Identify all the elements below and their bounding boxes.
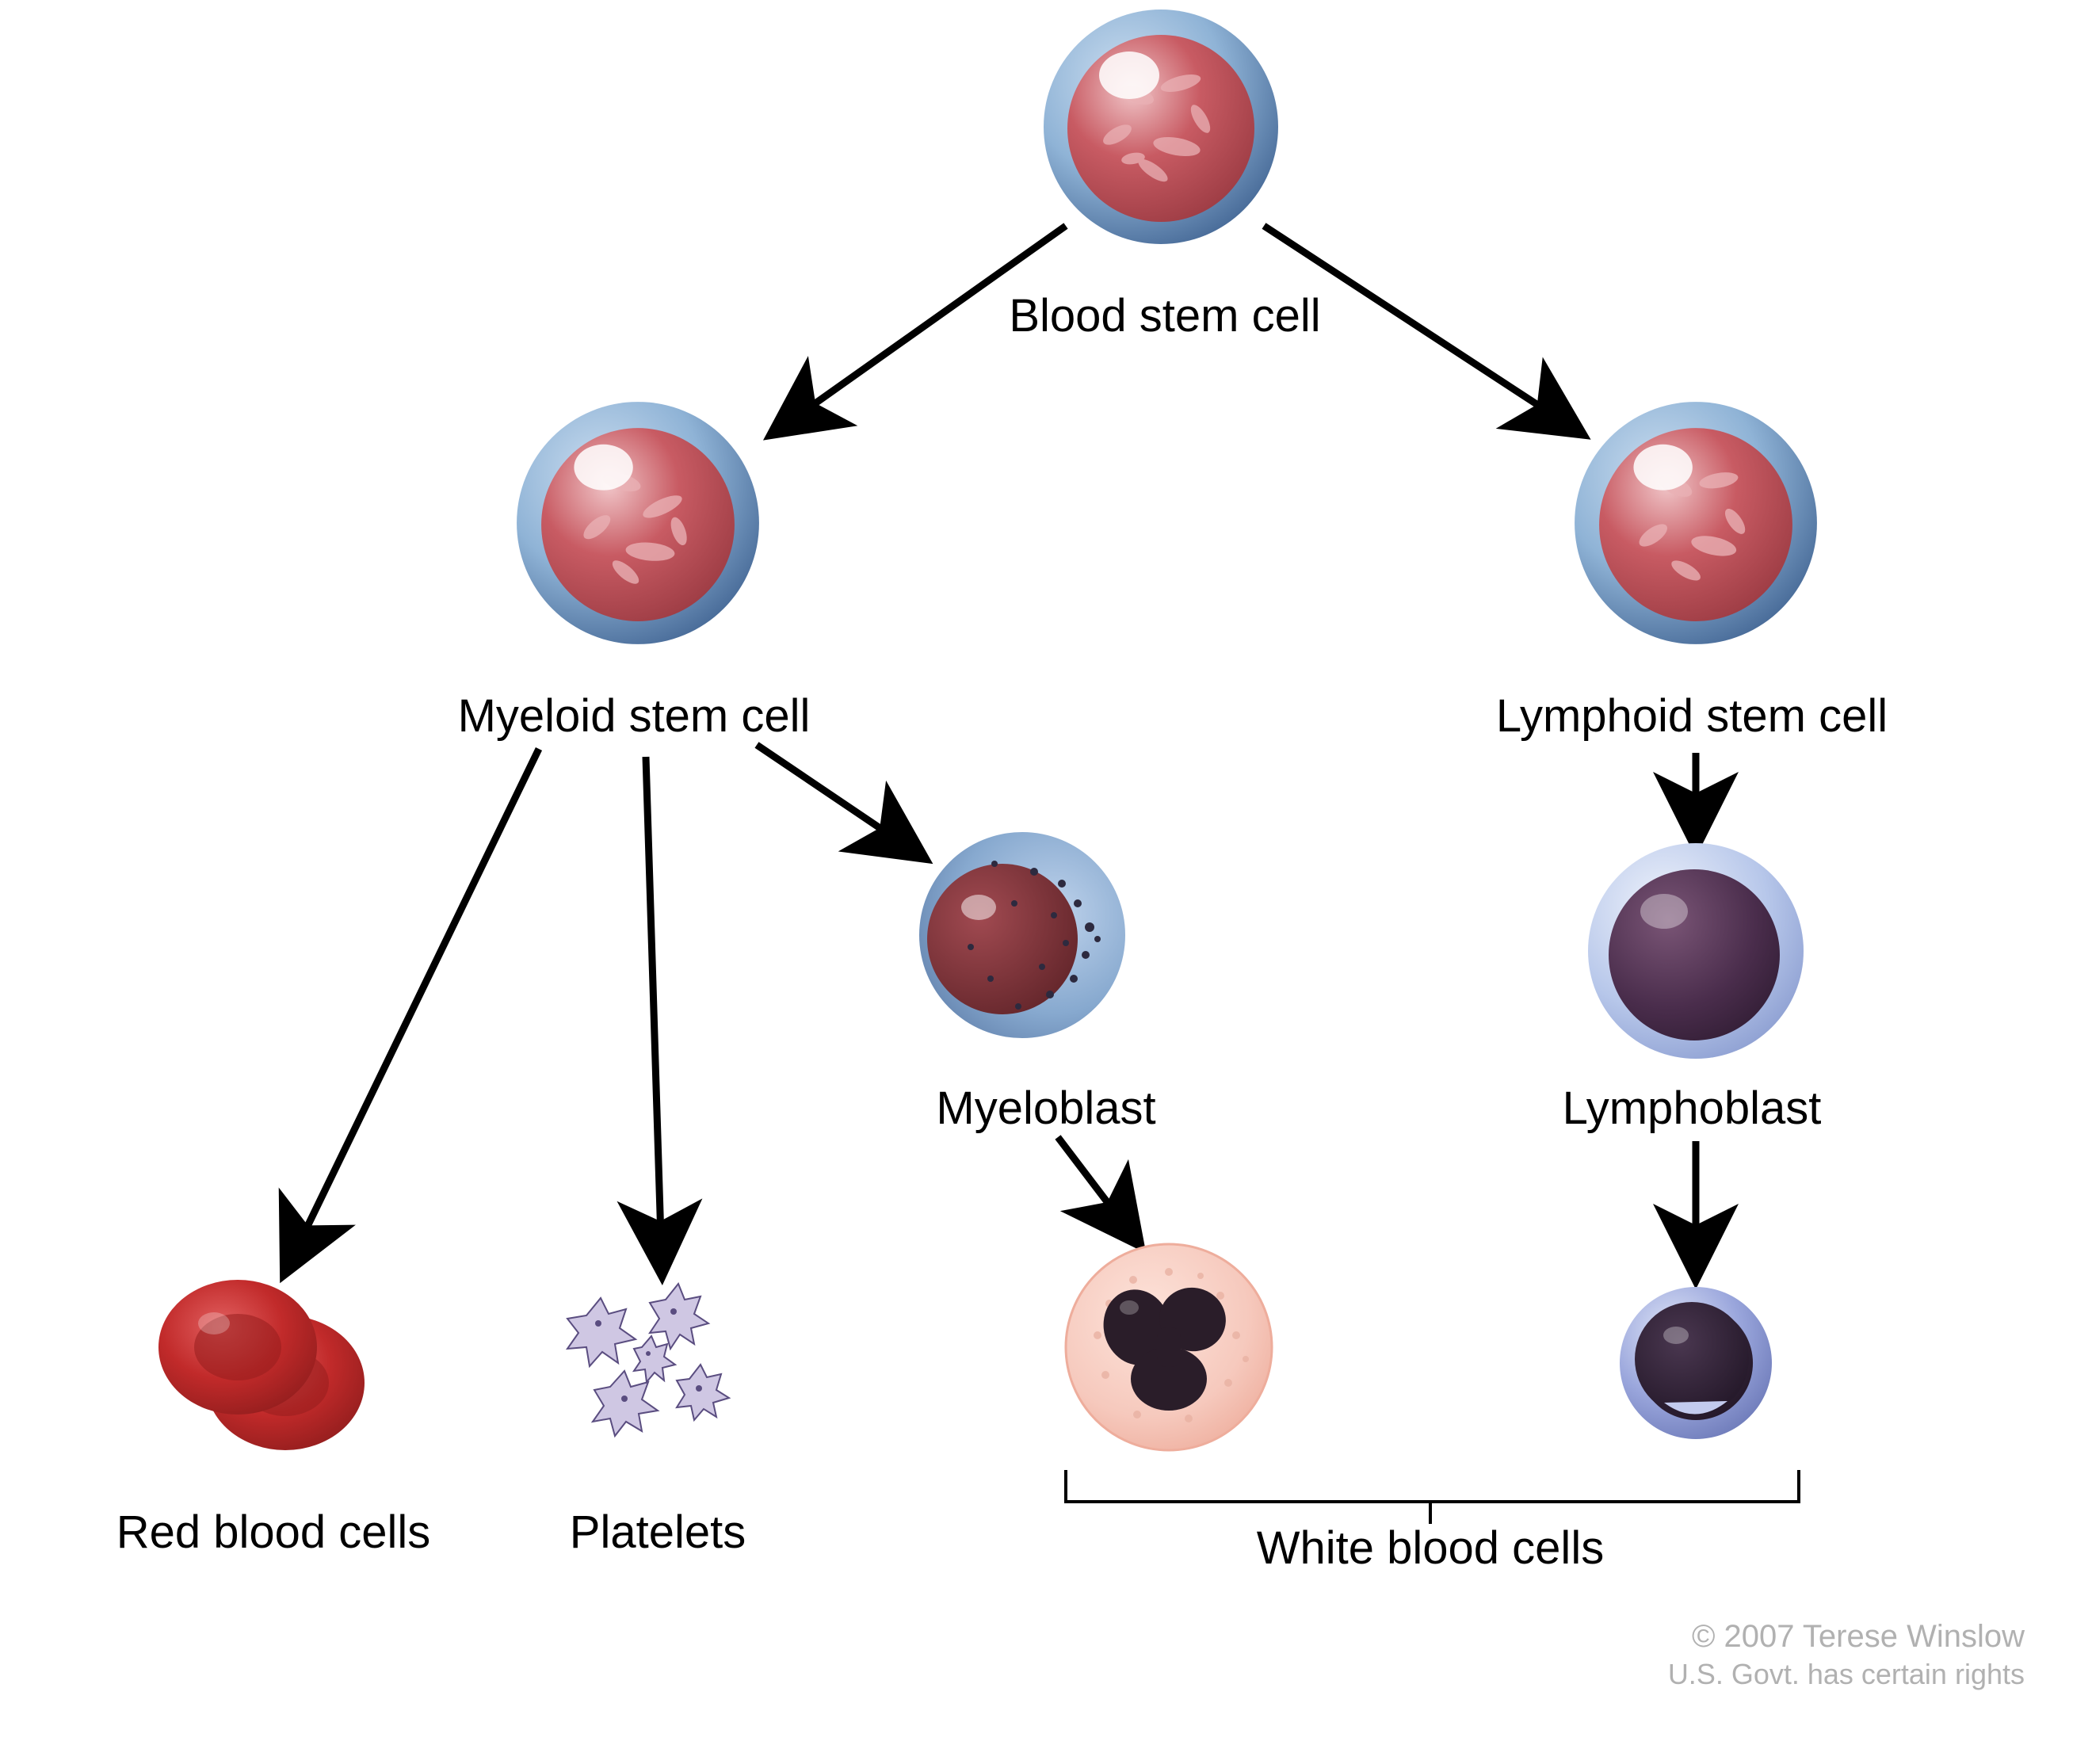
lymphoblast-cell (1585, 840, 1807, 1062)
myeloblast-label: Myeloblast (911, 1082, 1181, 1135)
red-blood-cells (155, 1268, 376, 1458)
platelets-label: Platelets (555, 1506, 761, 1559)
myeloid-stem-cell-label: Myeloid stem cell (428, 689, 840, 743)
arrow (289, 749, 539, 1264)
lymphoblast-label: Lymphoblast (1553, 1082, 1831, 1135)
lymphocyte-cell (1617, 1284, 1775, 1442)
diagram-stage: Blood stem cell Myeloid stem cell (0, 0, 2092, 1764)
platelets (555, 1268, 761, 1458)
arrow (1058, 1137, 1133, 1236)
arrow (757, 745, 915, 852)
myeloblast-cell (915, 828, 1129, 1042)
lymphoid-stem-cell-label: Lymphoid stem cell (1482, 689, 1902, 743)
blood-stem-cell-icon (1042, 8, 1280, 246)
myeloid-stem-cell (515, 400, 761, 646)
credit-line2: U.S. Govt. has certain rights (1549, 1656, 2025, 1692)
blood-stem-cell-label: Blood stem cell (975, 289, 1355, 342)
red-blood-cells-label: Red blood cells (95, 1506, 452, 1559)
arrow (646, 757, 662, 1264)
lymphoid-stem-cell (1573, 400, 1819, 646)
credit-line1: © 2007 Terese Winslow (1549, 1617, 2025, 1656)
granulocyte-cell (1062, 1240, 1276, 1454)
white-blood-cells-label: White blood cells (1244, 1522, 1617, 1575)
blood-stem-cell (1042, 8, 1280, 246)
